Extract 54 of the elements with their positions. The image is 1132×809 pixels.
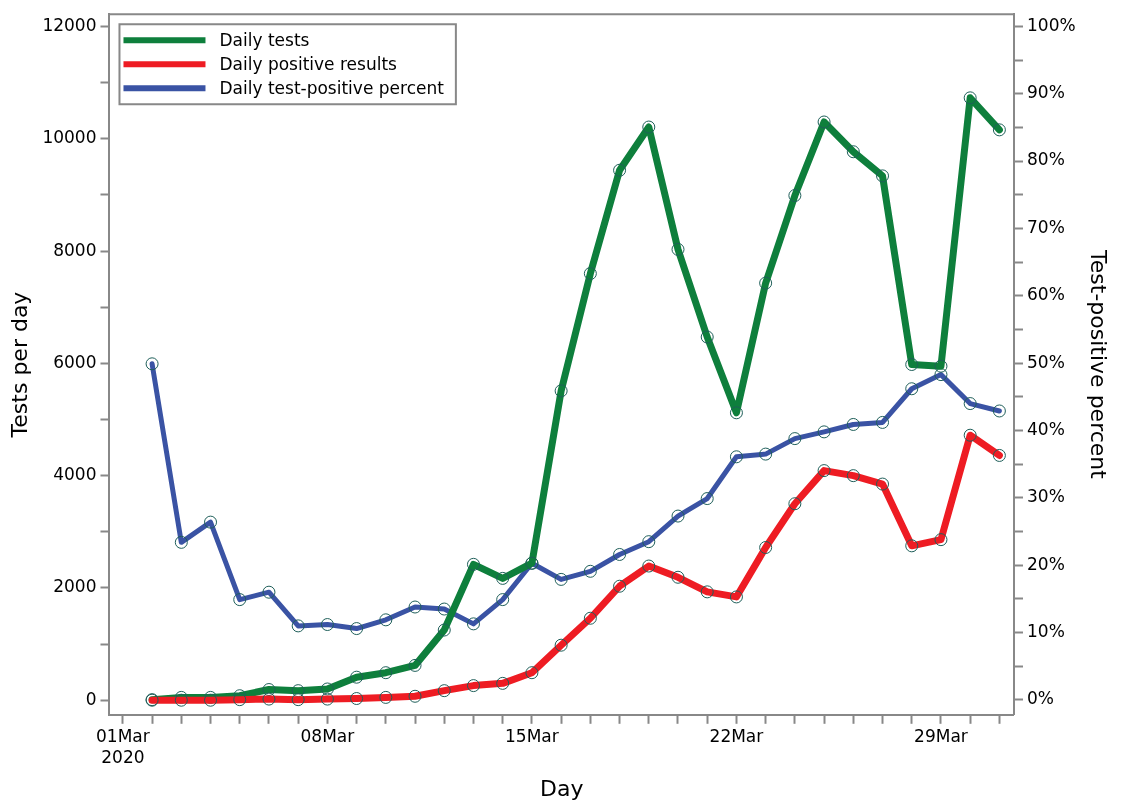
point bbox=[408, 658, 422, 672]
point bbox=[583, 267, 597, 281]
y2-tick-label: 0% bbox=[1027, 688, 1054, 709]
point bbox=[613, 163, 627, 177]
x-tick-label: 01Mar 2020 bbox=[96, 726, 150, 767]
y2-tick-label: 70% bbox=[1027, 216, 1065, 237]
x-tick-label: 08Mar bbox=[300, 726, 355, 747]
y2-tick-label: 30% bbox=[1027, 486, 1065, 507]
y2-tick-label: 10% bbox=[1027, 621, 1065, 642]
x-tick-label: 29Mar bbox=[914, 726, 968, 747]
x-axis-title: Day bbox=[540, 775, 584, 801]
point bbox=[729, 406, 743, 420]
point bbox=[642, 120, 656, 134]
point bbox=[934, 359, 948, 373]
point bbox=[700, 330, 714, 344]
point bbox=[759, 276, 773, 290]
y2-tick-label: 60% bbox=[1027, 284, 1065, 305]
point bbox=[379, 666, 393, 680]
point bbox=[350, 670, 364, 684]
y-tick-label: 6000 bbox=[53, 351, 97, 372]
point bbox=[846, 145, 860, 159]
point bbox=[876, 169, 890, 183]
point bbox=[262, 683, 276, 697]
point bbox=[817, 115, 831, 129]
point bbox=[788, 189, 802, 203]
point bbox=[466, 557, 480, 571]
y-tick-label: 8000 bbox=[53, 239, 97, 260]
y2-axis-title: Test-positive percent bbox=[1086, 249, 1112, 480]
point bbox=[905, 358, 919, 371]
x-tick-label: 15Mar bbox=[505, 726, 559, 747]
point bbox=[671, 242, 685, 256]
legend-label: Daily test-positive percent bbox=[219, 77, 445, 98]
y2-tick-label: 50% bbox=[1027, 351, 1065, 372]
point bbox=[963, 91, 977, 105]
y2-tick-label: 100% bbox=[1027, 14, 1076, 35]
y-tick-label: 12000 bbox=[42, 14, 97, 35]
point bbox=[496, 571, 510, 585]
legend-label: Daily tests bbox=[219, 29, 310, 50]
point bbox=[554, 384, 568, 398]
y-tick-label: 10000 bbox=[42, 127, 97, 148]
y-tick-label: 4000 bbox=[53, 464, 97, 485]
point bbox=[992, 123, 1006, 137]
x-tick-label: 22Mar bbox=[709, 726, 764, 747]
y2-tick-label: 40% bbox=[1027, 418, 1065, 439]
y-axis-title: Tests per day bbox=[6, 291, 32, 439]
y-tick-label: 2000 bbox=[53, 576, 97, 597]
point bbox=[320, 682, 334, 696]
y2-tick-label: 90% bbox=[1027, 82, 1065, 103]
point bbox=[291, 684, 305, 698]
y2-tick-label: 80% bbox=[1027, 149, 1065, 170]
y2-tick-label: 20% bbox=[1027, 553, 1065, 574]
legend-label: Daily positive results bbox=[219, 53, 398, 74]
point bbox=[437, 623, 451, 637]
y-tick-label: 0 bbox=[85, 688, 97, 709]
